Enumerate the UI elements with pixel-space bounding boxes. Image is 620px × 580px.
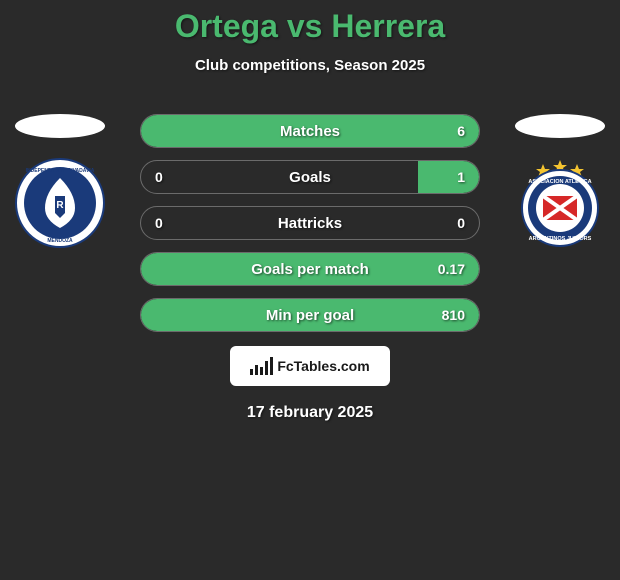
stat-label: Min per goal [141, 307, 479, 324]
stat-row: Goals per match0.17 [140, 252, 480, 286]
stat-label: Matches [141, 123, 479, 140]
page-title: Ortega vs Herrera [175, 8, 445, 45]
source-logo: FcTables.com [230, 346, 390, 386]
svg-text:MENDOZA: MENDOZA [47, 238, 73, 244]
chart-icon [250, 357, 273, 375]
date-label: 17 february 2025 [247, 404, 373, 422]
stat-label: Goals [141, 169, 479, 186]
stat-value-right: 810 [442, 307, 465, 323]
svg-text:ARGENTINOS JUNIORS: ARGENTINOS JUNIORS [529, 236, 592, 242]
svg-text:ASOCIACION ATLETICA: ASOCIACION ATLETICA [528, 179, 591, 185]
main-area: INDEPENDIENTE RIVADAVIA MENDOZA R Matche… [0, 114, 620, 332]
subtitle: Club competitions, Season 2025 [195, 57, 425, 74]
player-left-column: INDEPENDIENTE RIVADAVIA MENDOZA R [10, 114, 110, 248]
stat-value-right: 0.17 [438, 261, 465, 277]
player-right-column: ASOCIACION ATLETICA ARGENTINOS JUNIORS [510, 114, 610, 248]
stat-label: Hattricks [141, 215, 479, 232]
svg-text:INDEPENDIENTE RIVADAVIA: INDEPENDIENTE RIVADAVIA [26, 168, 95, 174]
club-badge-left: INDEPENDIENTE RIVADAVIA MENDOZA R [15, 158, 105, 248]
stat-value-right: 0 [457, 215, 465, 231]
stat-label: Goals per match [141, 261, 479, 278]
stat-value-right: 1 [457, 169, 465, 185]
player-left-avatar-placeholder [15, 114, 105, 138]
source-logo-text: FcTables.com [277, 358, 369, 374]
player-right-avatar-placeholder [515, 114, 605, 138]
svg-text:R: R [56, 200, 64, 211]
club-badge-right: ASOCIACION ATLETICA ARGENTINOS JUNIORS [515, 158, 605, 248]
stat-row: Min per goal810 [140, 298, 480, 332]
stats-list: Matches60Goals10Hattricks0Goals per matc… [140, 114, 480, 332]
stat-value-right: 6 [457, 123, 465, 139]
stat-row: 0Hattricks0 [140, 206, 480, 240]
stat-row: Matches6 [140, 114, 480, 148]
stat-row: 0Goals1 [140, 160, 480, 194]
comparison-card: Ortega vs Herrera Club competitions, Sea… [0, 0, 620, 422]
